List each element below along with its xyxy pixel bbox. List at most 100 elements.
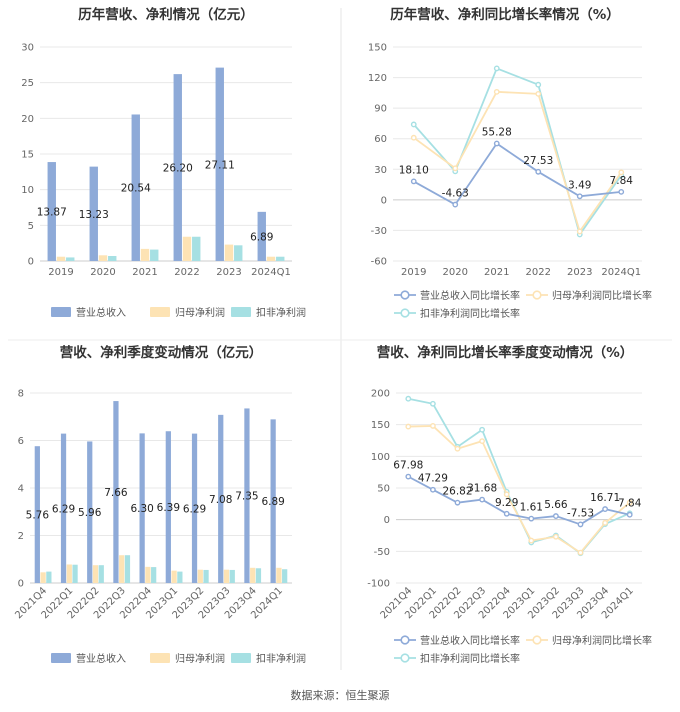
legend-marker — [400, 653, 410, 663]
bar-deducted-net-profit — [276, 256, 285, 261]
y-tick-label: 0 — [28, 257, 34, 268]
line-data-label: 67.98 — [393, 460, 423, 472]
x-tick-label: 2020 — [443, 267, 468, 278]
x-tick-label: 2021 — [484, 267, 509, 278]
bar-net-profit — [224, 244, 234, 261]
y-tick-label: 100 — [371, 452, 390, 463]
bar-deducted-net-profit — [229, 569, 235, 583]
chart-3: 营收、净利季度变动情况（亿元）024682021Q42022Q12022Q220… — [13, 344, 306, 665]
line-data-label: 16.71 — [590, 492, 620, 504]
bar-net-profit — [197, 569, 203, 583]
bar-net-profit — [276, 567, 282, 583]
y-tick-label: -30 — [371, 226, 387, 237]
line-point — [479, 496, 485, 503]
bar-deducted-net-profit — [203, 569, 209, 583]
line-point — [535, 90, 542, 97]
bar-net-profit — [266, 256, 276, 261]
bar-deducted-net-profit — [46, 571, 52, 583]
chart-1: 历年营收、净利情况（亿元） 0 5 10 15 20 25 30 2019 2020 2021 202… — [21, 6, 306, 319]
legend-swatch — [231, 653, 251, 663]
bar-revenue — [191, 433, 198, 583]
bar-revenue — [89, 166, 98, 261]
bar-data-label: 6.89 — [250, 231, 273, 243]
bar-net-profit — [98, 255, 108, 261]
bar-revenue — [270, 419, 276, 583]
legend-label: 扣非净利润 — [256, 652, 306, 665]
bar-net-profit — [40, 572, 46, 583]
y-tick-label: 30 — [374, 165, 387, 176]
line-point — [452, 201, 459, 208]
line-point — [602, 519, 608, 526]
line-point — [429, 400, 436, 407]
line-point — [553, 513, 559, 519]
bar-net-profit — [66, 564, 72, 583]
legend-label: 营业总收入 — [76, 306, 126, 319]
line-point — [503, 510, 510, 517]
line-data-label: 9.29 — [495, 497, 518, 509]
bar-net-profit — [182, 236, 192, 261]
bar-deducted-net-profit — [192, 236, 201, 261]
bar-data-label: 6.29 — [183, 503, 206, 515]
bar-data-label: 20.54 — [121, 183, 151, 195]
legend-label: 营业总收入 — [76, 652, 126, 665]
y-tick-label: 30 — [21, 43, 34, 54]
line-point — [618, 169, 625, 176]
line-point — [452, 165, 459, 172]
legend-swatch — [51, 307, 71, 317]
bar-revenue — [87, 441, 93, 583]
bar-deducted-net-profit — [150, 249, 159, 261]
bar-revenue — [60, 433, 67, 583]
bar-net-profit — [56, 256, 66, 261]
bar-data-label: 7.08 — [209, 494, 232, 506]
bar-net-profit — [119, 555, 125, 583]
line-point — [528, 537, 535, 544]
line-data-label: 7.84 — [618, 498, 642, 510]
bar-revenue — [47, 162, 56, 261]
bar-data-label: 6.30 — [130, 503, 153, 515]
bar-revenue — [131, 114, 140, 262]
legend-label: 扣非净利润同比增长率 — [420, 307, 520, 320]
legend-swatch — [231, 307, 251, 317]
x-tick-label: 2022 — [174, 267, 199, 278]
line-data-label: 3.49 — [568, 179, 591, 191]
line-point — [410, 178, 417, 185]
bar-data-label: 6.89 — [261, 496, 284, 508]
y-tick-label: 4 — [18, 484, 24, 495]
bar-revenue — [113, 401, 119, 583]
legend-marker — [400, 635, 410, 645]
y-tick-label: -100 — [367, 579, 390, 590]
bar-data-label: 5.96 — [78, 507, 102, 519]
line-point — [535, 81, 542, 88]
series-line-2 — [413, 90, 622, 234]
bar-deducted-net-profit — [282, 569, 288, 583]
line-point — [479, 426, 485, 433]
line-point — [410, 121, 417, 128]
y-tick-label: 5 — [28, 221, 34, 232]
series-line-2 — [408, 425, 631, 554]
bar-data-label: 13.23 — [79, 209, 109, 221]
chart-title: 营收、净利同比增长率季度变动情况（%） — [377, 344, 634, 361]
bar-revenue — [244, 408, 250, 583]
line-point — [576, 228, 583, 235]
bar-deducted-net-profit — [108, 256, 117, 261]
bar-revenue — [165, 431, 171, 583]
y-tick-label: 10 — [21, 185, 34, 196]
line-point — [454, 445, 461, 452]
bar-data-label: 5.76 — [26, 510, 50, 522]
y-tick-label: 200 — [371, 389, 390, 400]
legend-swatch — [51, 653, 71, 663]
line-data-label: 7.84 — [610, 175, 634, 187]
legend-label: 归母净利润同比增长率 — [552, 634, 652, 647]
line-data-label: 1.61 — [520, 502, 543, 514]
line-point — [493, 65, 500, 72]
line-point — [405, 423, 412, 430]
x-tick-label: 2024Q1 — [251, 267, 291, 278]
y-tick-label: 25 — [21, 78, 34, 89]
line-point — [553, 533, 559, 540]
line-data-label: 26.82 — [442, 486, 472, 498]
legend-label: 营业总收入同比增长率 — [420, 289, 520, 302]
series-line-1 — [407, 475, 630, 526]
y-tick-label: 150 — [371, 420, 390, 431]
bar-net-profit — [171, 570, 177, 583]
